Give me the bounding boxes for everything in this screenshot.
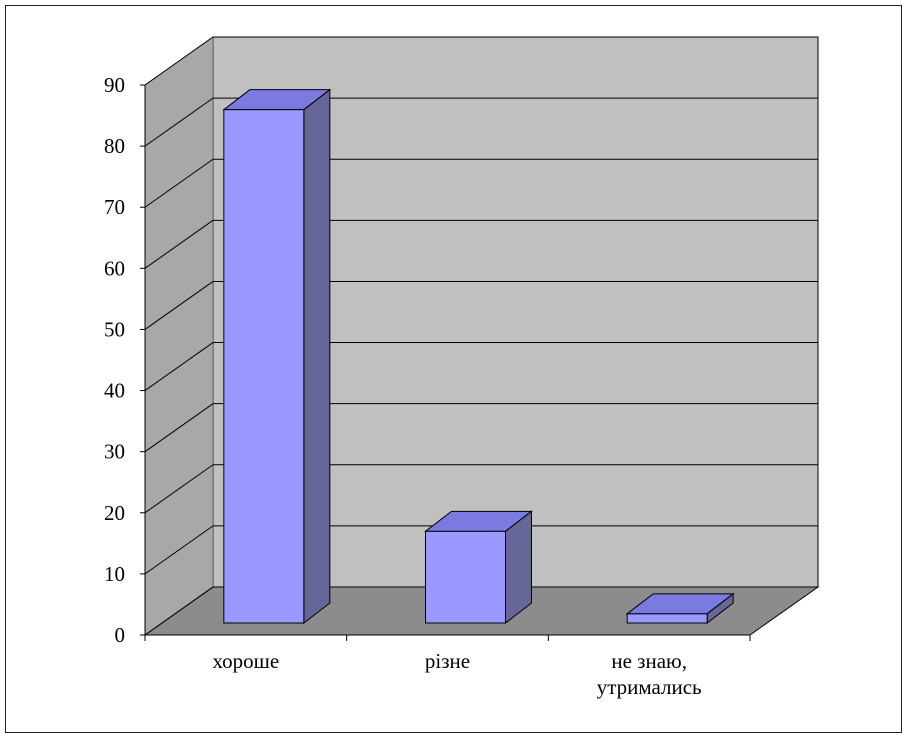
bar-side (303, 88, 331, 625)
bar (222, 88, 332, 625)
gridline-side (144, 342, 214, 391)
bar-front (626, 613, 708, 624)
y-tick-label: 40 (104, 379, 125, 403)
x-tick-label: різне (425, 649, 470, 673)
gridline-side (144, 158, 214, 208)
gridline-side (144, 403, 214, 453)
side-wall (144, 36, 214, 636)
y-tick-label: 0 (115, 623, 126, 647)
gridline-side (144, 525, 214, 575)
y-tick-label: 20 (104, 501, 125, 525)
x-tick-label: хороше (212, 649, 279, 673)
y-tick-label: 50 (104, 317, 125, 341)
x-axis-tick-labels: хороше різне не знаю, утримались (212, 649, 701, 699)
bar-front (425, 530, 506, 624)
axes (140, 84, 751, 641)
bar-front (223, 109, 305, 624)
gridline-side (144, 36, 214, 86)
y-tick-label: 10 (104, 562, 125, 586)
bar (625, 592, 735, 625)
y-tick-label: 90 (104, 73, 125, 97)
gridline-side (144, 219, 214, 269)
y-tick-label: 60 (104, 256, 125, 280)
y-axis-tick-labels: 0 10 20 30 40 50 60 70 80 90 (104, 73, 125, 647)
bar-side (505, 510, 532, 625)
y-tick-label: 30 (104, 440, 125, 464)
bars (222, 88, 735, 625)
y-tick-label: 70 (104, 195, 125, 219)
gridline-side (144, 97, 214, 147)
gridline-side (144, 586, 214, 636)
x-tick-label: не знаю, утримались (597, 649, 702, 699)
gridline-side (144, 464, 214, 514)
gridline-side (144, 281, 214, 330)
bar (424, 510, 533, 625)
y-tick-label: 80 (104, 134, 125, 158)
